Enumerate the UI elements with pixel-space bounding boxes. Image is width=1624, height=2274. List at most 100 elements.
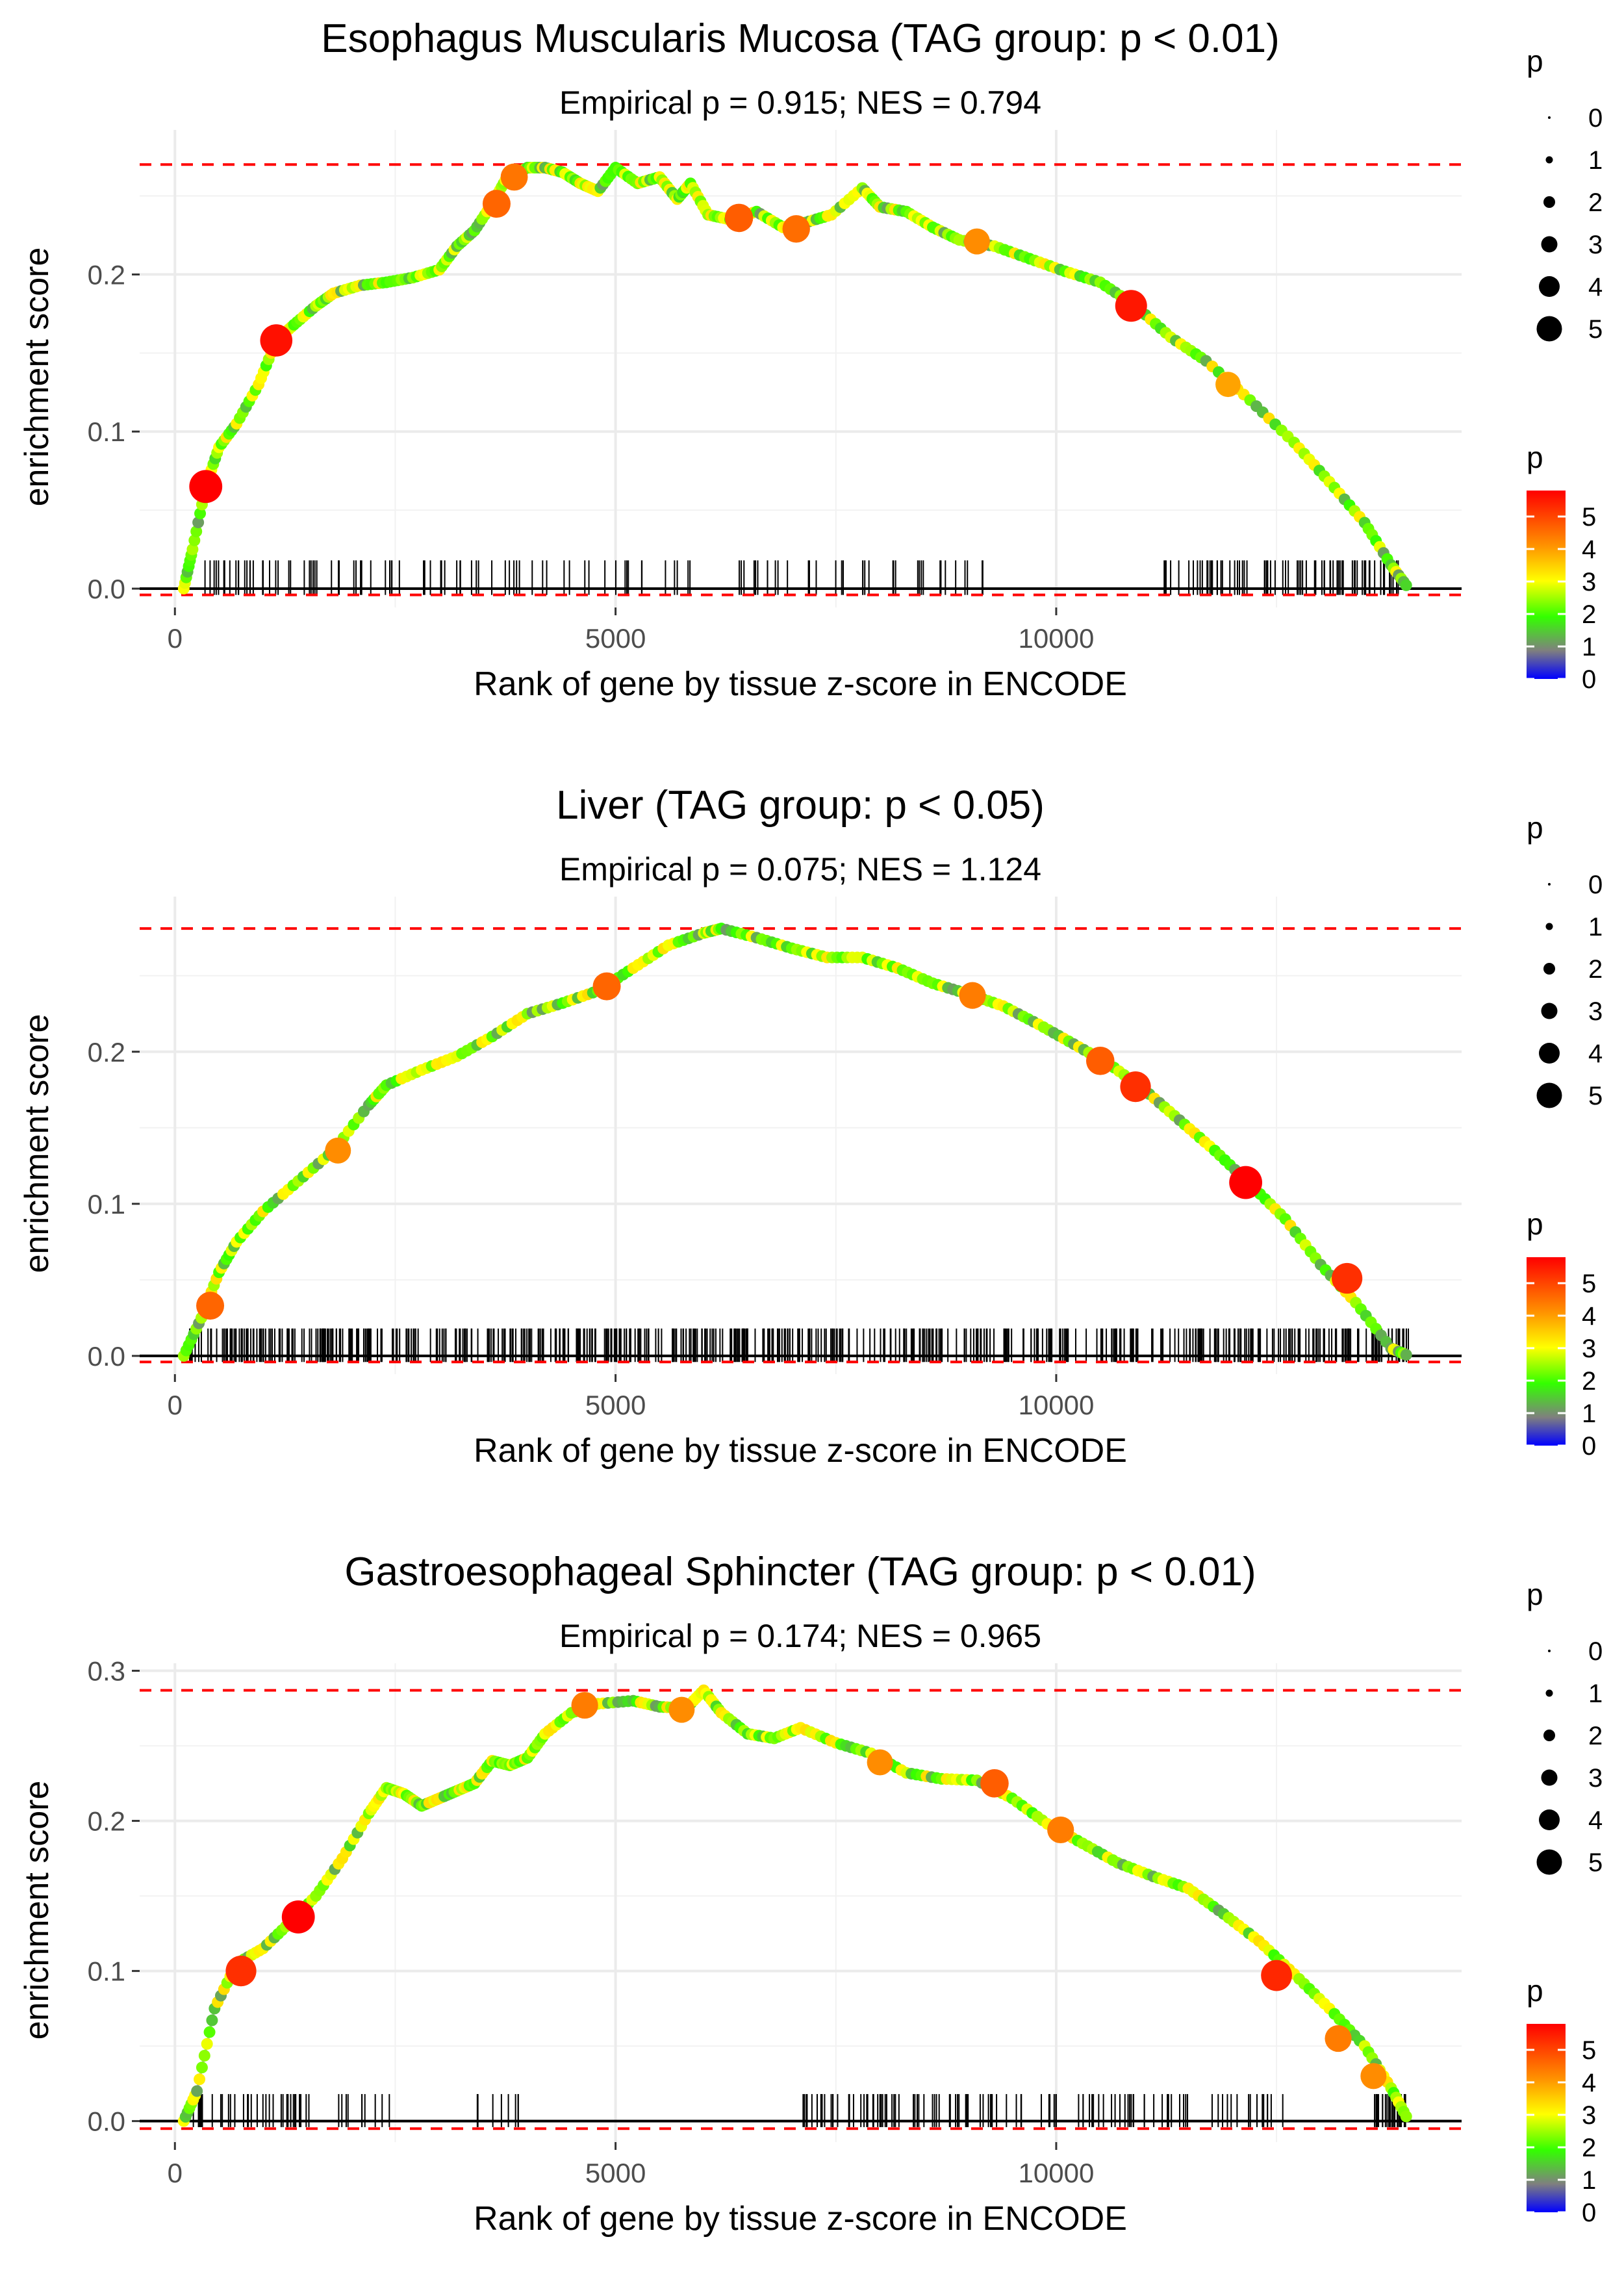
highlight-point — [500, 163, 528, 191]
curve-point — [203, 2026, 216, 2038]
legend-size-key — [1536, 1082, 1562, 1108]
x-tick-label: 10000 — [1019, 1390, 1095, 1420]
y-tick-label: 0.1 — [88, 1189, 125, 1220]
y-axis-label: enrichment score — [18, 1014, 56, 1273]
y-tick-label: 0.1 — [88, 1956, 125, 1987]
legend-color-title: p — [1527, 1207, 1543, 1241]
y-tick-label: 0.2 — [88, 1037, 125, 1067]
x-tick-label: 10000 — [1019, 2158, 1095, 2188]
legend-color-label: 2 — [1582, 2134, 1596, 2162]
x-axis-label: Rank of gene by tissue z-score in ENCODE — [474, 1432, 1127, 1470]
legend-color-label: 0 — [1582, 2199, 1596, 2227]
legend-size-label: 2 — [1588, 955, 1603, 984]
legend-size-title: p — [1527, 44, 1543, 78]
legend-size: p 0 1 2 3 4 5 — [1527, 44, 1603, 344]
legend-size-label: 3 — [1588, 231, 1603, 259]
panel-title: Esophagus Muscularis Mucosa (TAG group: … — [321, 16, 1280, 61]
highlight-point — [782, 215, 810, 243]
legend-size-label: 5 — [1588, 1848, 1603, 1877]
legend-size-label: 5 — [1588, 315, 1603, 344]
highlight-point — [325, 1137, 351, 1164]
y-tick-label: 0.3 — [88, 1656, 125, 1687]
legend-color-label: 4 — [1582, 1302, 1596, 1331]
highlight-points — [189, 163, 1241, 504]
panel-liver: Liver (TAG group: p < 0.05) Empirical p … — [18, 783, 1603, 1470]
legend-size: p 0 1 2 3 4 5 — [1527, 811, 1603, 1110]
highlight-point — [668, 1696, 695, 1723]
curve-point — [1400, 579, 1412, 591]
legend-size-key — [1541, 1003, 1558, 1019]
x-tick-label: 0 — [168, 623, 183, 654]
highlight-point — [1325, 2025, 1352, 2052]
highlight-point — [189, 470, 223, 504]
legend-size-key — [1545, 156, 1553, 164]
plot-area: 0 5000 10000 0.0 0.1 0.2 — [88, 130, 1462, 654]
curve-point — [192, 517, 205, 529]
legend-size-key — [1539, 276, 1560, 297]
y-tick-label: 0.1 — [88, 416, 125, 447]
highlight-point — [592, 972, 621, 1001]
legend-size-label: 3 — [1588, 997, 1603, 1026]
y-axis-label: enrichment score — [18, 248, 56, 507]
y-tick-label: 0.0 — [88, 1341, 125, 1372]
highlight-point — [959, 982, 986, 1009]
y-tick-label: 0.2 — [88, 259, 125, 290]
highlight-point — [482, 190, 511, 218]
panel-title: Liver (TAG group: p < 0.05) — [556, 783, 1045, 828]
legend-size-key — [1543, 196, 1555, 208]
legend-size-label: 4 — [1588, 273, 1603, 301]
panel-subtitle: Empirical p = 0.174; NES = 0.965 — [559, 1618, 1041, 1654]
plot-area: 0 5000 10000 0.0 0.1 0.2 0.3 — [88, 1656, 1462, 2188]
legend-color-label: 1 — [1582, 633, 1596, 661]
highlight-point — [281, 1900, 315, 1934]
legend-size-key — [1539, 1809, 1560, 1830]
legend-size-label: 3 — [1588, 1764, 1603, 1793]
highlight-point — [1229, 1166, 1263, 1199]
legend-color-label: 2 — [1582, 1367, 1596, 1396]
highlight-point — [867, 1749, 893, 1776]
legend-size-key — [1543, 963, 1555, 975]
legend-size-label: 4 — [1588, 1040, 1603, 1068]
curve-point — [198, 2049, 210, 2062]
legend-size-key — [1541, 236, 1558, 253]
x-tick-label: 0 — [168, 1390, 183, 1420]
highlight-point — [1120, 1071, 1151, 1103]
legend-size-label: 0 — [1588, 871, 1603, 899]
legend-size-key — [1545, 923, 1553, 930]
curve-point — [1400, 2110, 1412, 2123]
legend-color-label: 5 — [1582, 1270, 1596, 1298]
curve-point — [206, 2014, 218, 2026]
legend-color-label: 1 — [1582, 2166, 1596, 2195]
x-tick-label: 5000 — [585, 623, 646, 654]
legend-size-key — [1548, 116, 1551, 119]
legend-color-label: 4 — [1582, 535, 1596, 564]
legend-size-title: p — [1527, 811, 1543, 845]
legend-size-key — [1545, 1689, 1553, 1697]
legend-size-label: 0 — [1588, 104, 1603, 133]
curve-point — [188, 534, 201, 546]
curve-point — [190, 525, 203, 537]
curve-point — [194, 507, 207, 520]
legend-size-key — [1548, 883, 1551, 886]
legend-color-label: 4 — [1582, 2069, 1596, 2097]
legend-color: p 5 4 3 2 1 0 — [1527, 441, 1596, 694]
legend-color-label: 0 — [1582, 1432, 1596, 1461]
legend-size-key — [1541, 1769, 1558, 1786]
x-axis-label: Rank of gene by tissue z-score in ENCODE — [474, 665, 1127, 703]
legend-color-label: 3 — [1582, 568, 1596, 596]
y-tick-label: 0.0 — [88, 574, 125, 604]
legend-size-label: 2 — [1588, 1722, 1603, 1750]
panel-subtitle: Empirical p = 0.075; NES = 1.124 — [559, 851, 1041, 888]
x-tick-label: 5000 — [585, 1390, 646, 1420]
legend-size-key — [1548, 1650, 1551, 1652]
highlight-point — [260, 324, 293, 357]
highlight-point — [196, 1292, 225, 1320]
legend-size-label: 0 — [1588, 1637, 1603, 1666]
legend-color-title: p — [1527, 441, 1543, 474]
highlight-point — [1215, 372, 1241, 398]
legend-size-label: 1 — [1588, 1680, 1603, 1708]
highlight-point — [980, 1769, 1009, 1798]
legend-size-key — [1539, 1043, 1560, 1064]
x-tick-label: 5000 — [585, 2158, 646, 2188]
